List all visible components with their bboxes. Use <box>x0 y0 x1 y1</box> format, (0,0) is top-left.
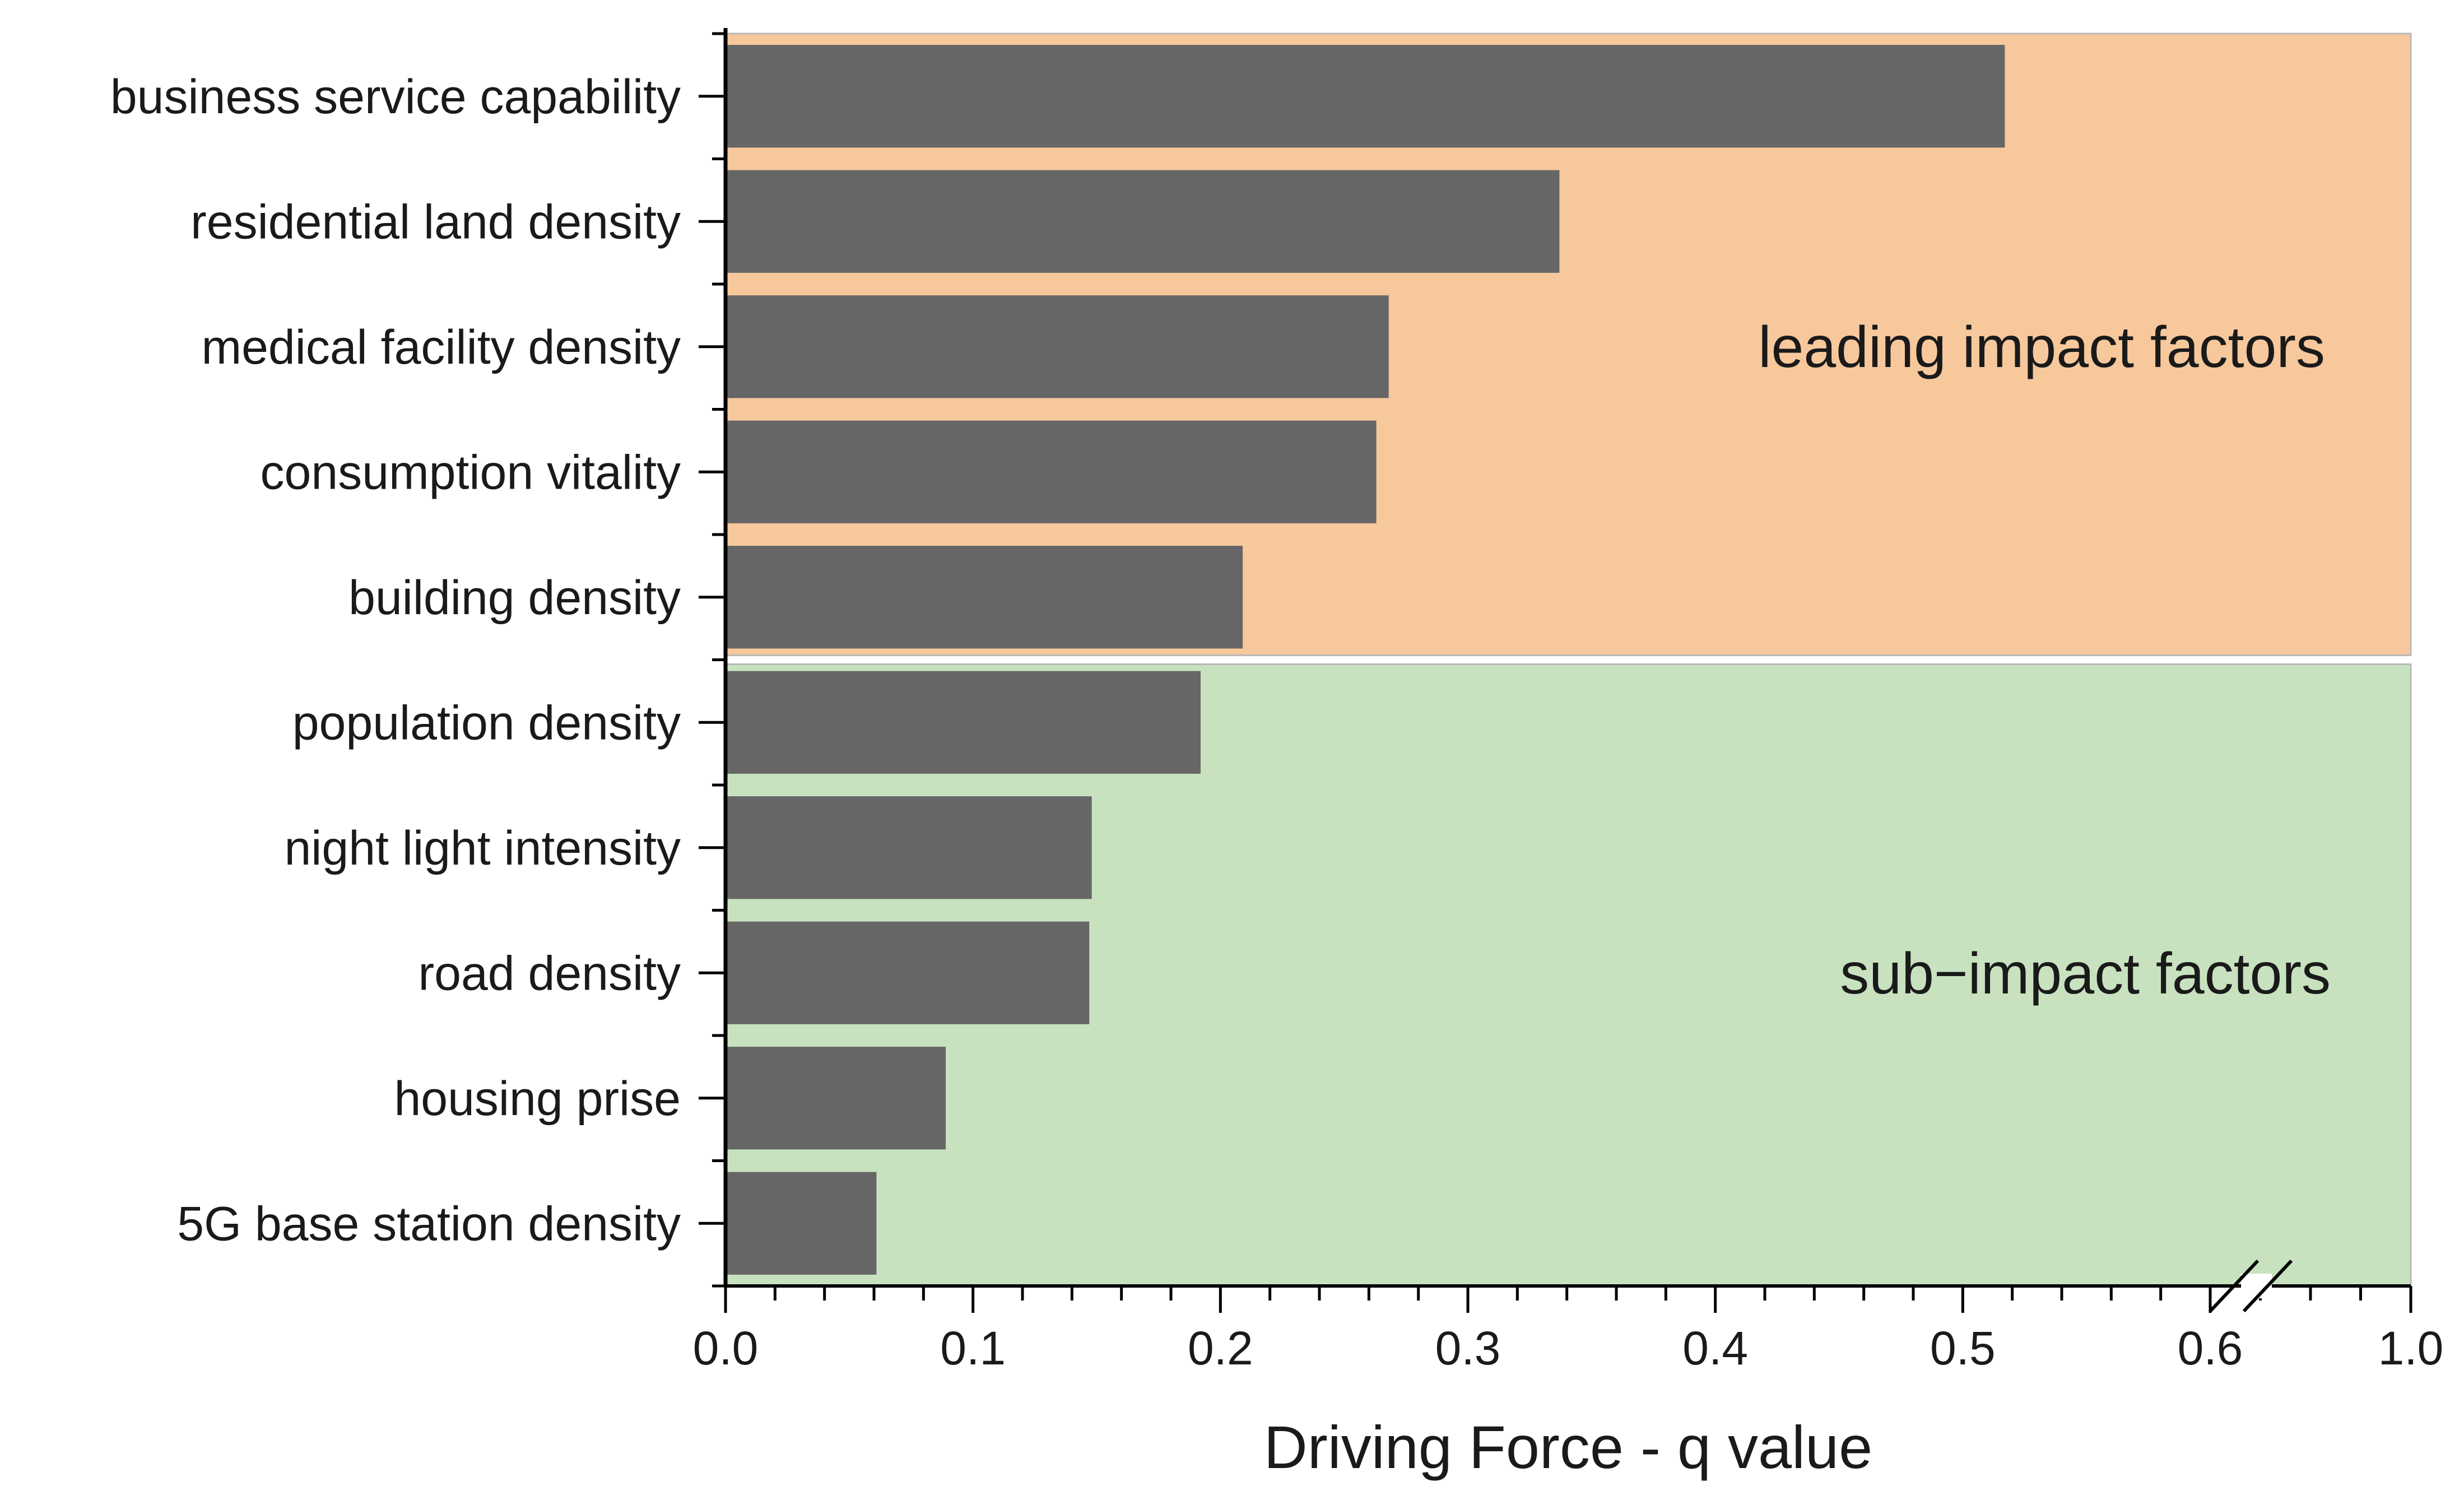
bars-layer <box>726 45 2005 1275</box>
category-label: residential land density <box>190 195 681 249</box>
axis-break-mark <box>2242 1259 2293 1313</box>
x-tick-label: 0.6 <box>2178 1322 2243 1374</box>
category-labels: business service capability residential l… <box>110 70 681 1251</box>
axes-layer <box>699 28 2412 1313</box>
category-label: night light intensity <box>284 821 681 875</box>
bar-4 <box>726 420 1377 523</box>
bar-8 <box>726 921 1090 1024</box>
x-tick-label: 1.0 <box>2378 1322 2444 1374</box>
category-label: building density <box>348 571 681 625</box>
region-label-sub: sub−impact factors <box>1840 941 2331 1006</box>
bar-5 <box>726 546 1243 649</box>
category-label: housing prise <box>394 1072 681 1126</box>
x-tick-label: 0.3 <box>1435 1322 1501 1374</box>
x-tick-label: 0.2 <box>1188 1322 1253 1374</box>
category-label: population density <box>292 696 681 750</box>
bar-6 <box>726 671 1201 774</box>
bar-3 <box>726 295 1389 398</box>
x-axis-title: Driving Force - q value <box>1264 1413 1872 1481</box>
bar-7 <box>726 796 1092 899</box>
bar-10 <box>726 1172 877 1275</box>
region-label-leading: leading impact factors <box>1758 315 2325 380</box>
category-label: road density <box>418 946 681 1000</box>
bar-1 <box>726 45 2005 148</box>
category-label: 5G base station density <box>177 1197 681 1251</box>
category-label: medical facility density <box>201 321 681 374</box>
category-label: business service capability <box>110 70 681 124</box>
axis-break-mark <box>2209 1259 2260 1313</box>
x-tick-label: 0.1 <box>940 1322 1006 1374</box>
category-label: consumption vitality <box>261 445 681 499</box>
x-tick-label: 0.5 <box>1930 1322 1996 1374</box>
x-tick-labels: 0.0 0.1 0.2 0.3 0.4 0.5 0.6 1.0 <box>693 1322 2444 1374</box>
bar-9 <box>726 1047 946 1150</box>
x-tick-label: 0.4 <box>1682 1322 1748 1374</box>
bar-2 <box>726 170 1560 273</box>
x-tick-label: 0.0 <box>693 1322 759 1374</box>
